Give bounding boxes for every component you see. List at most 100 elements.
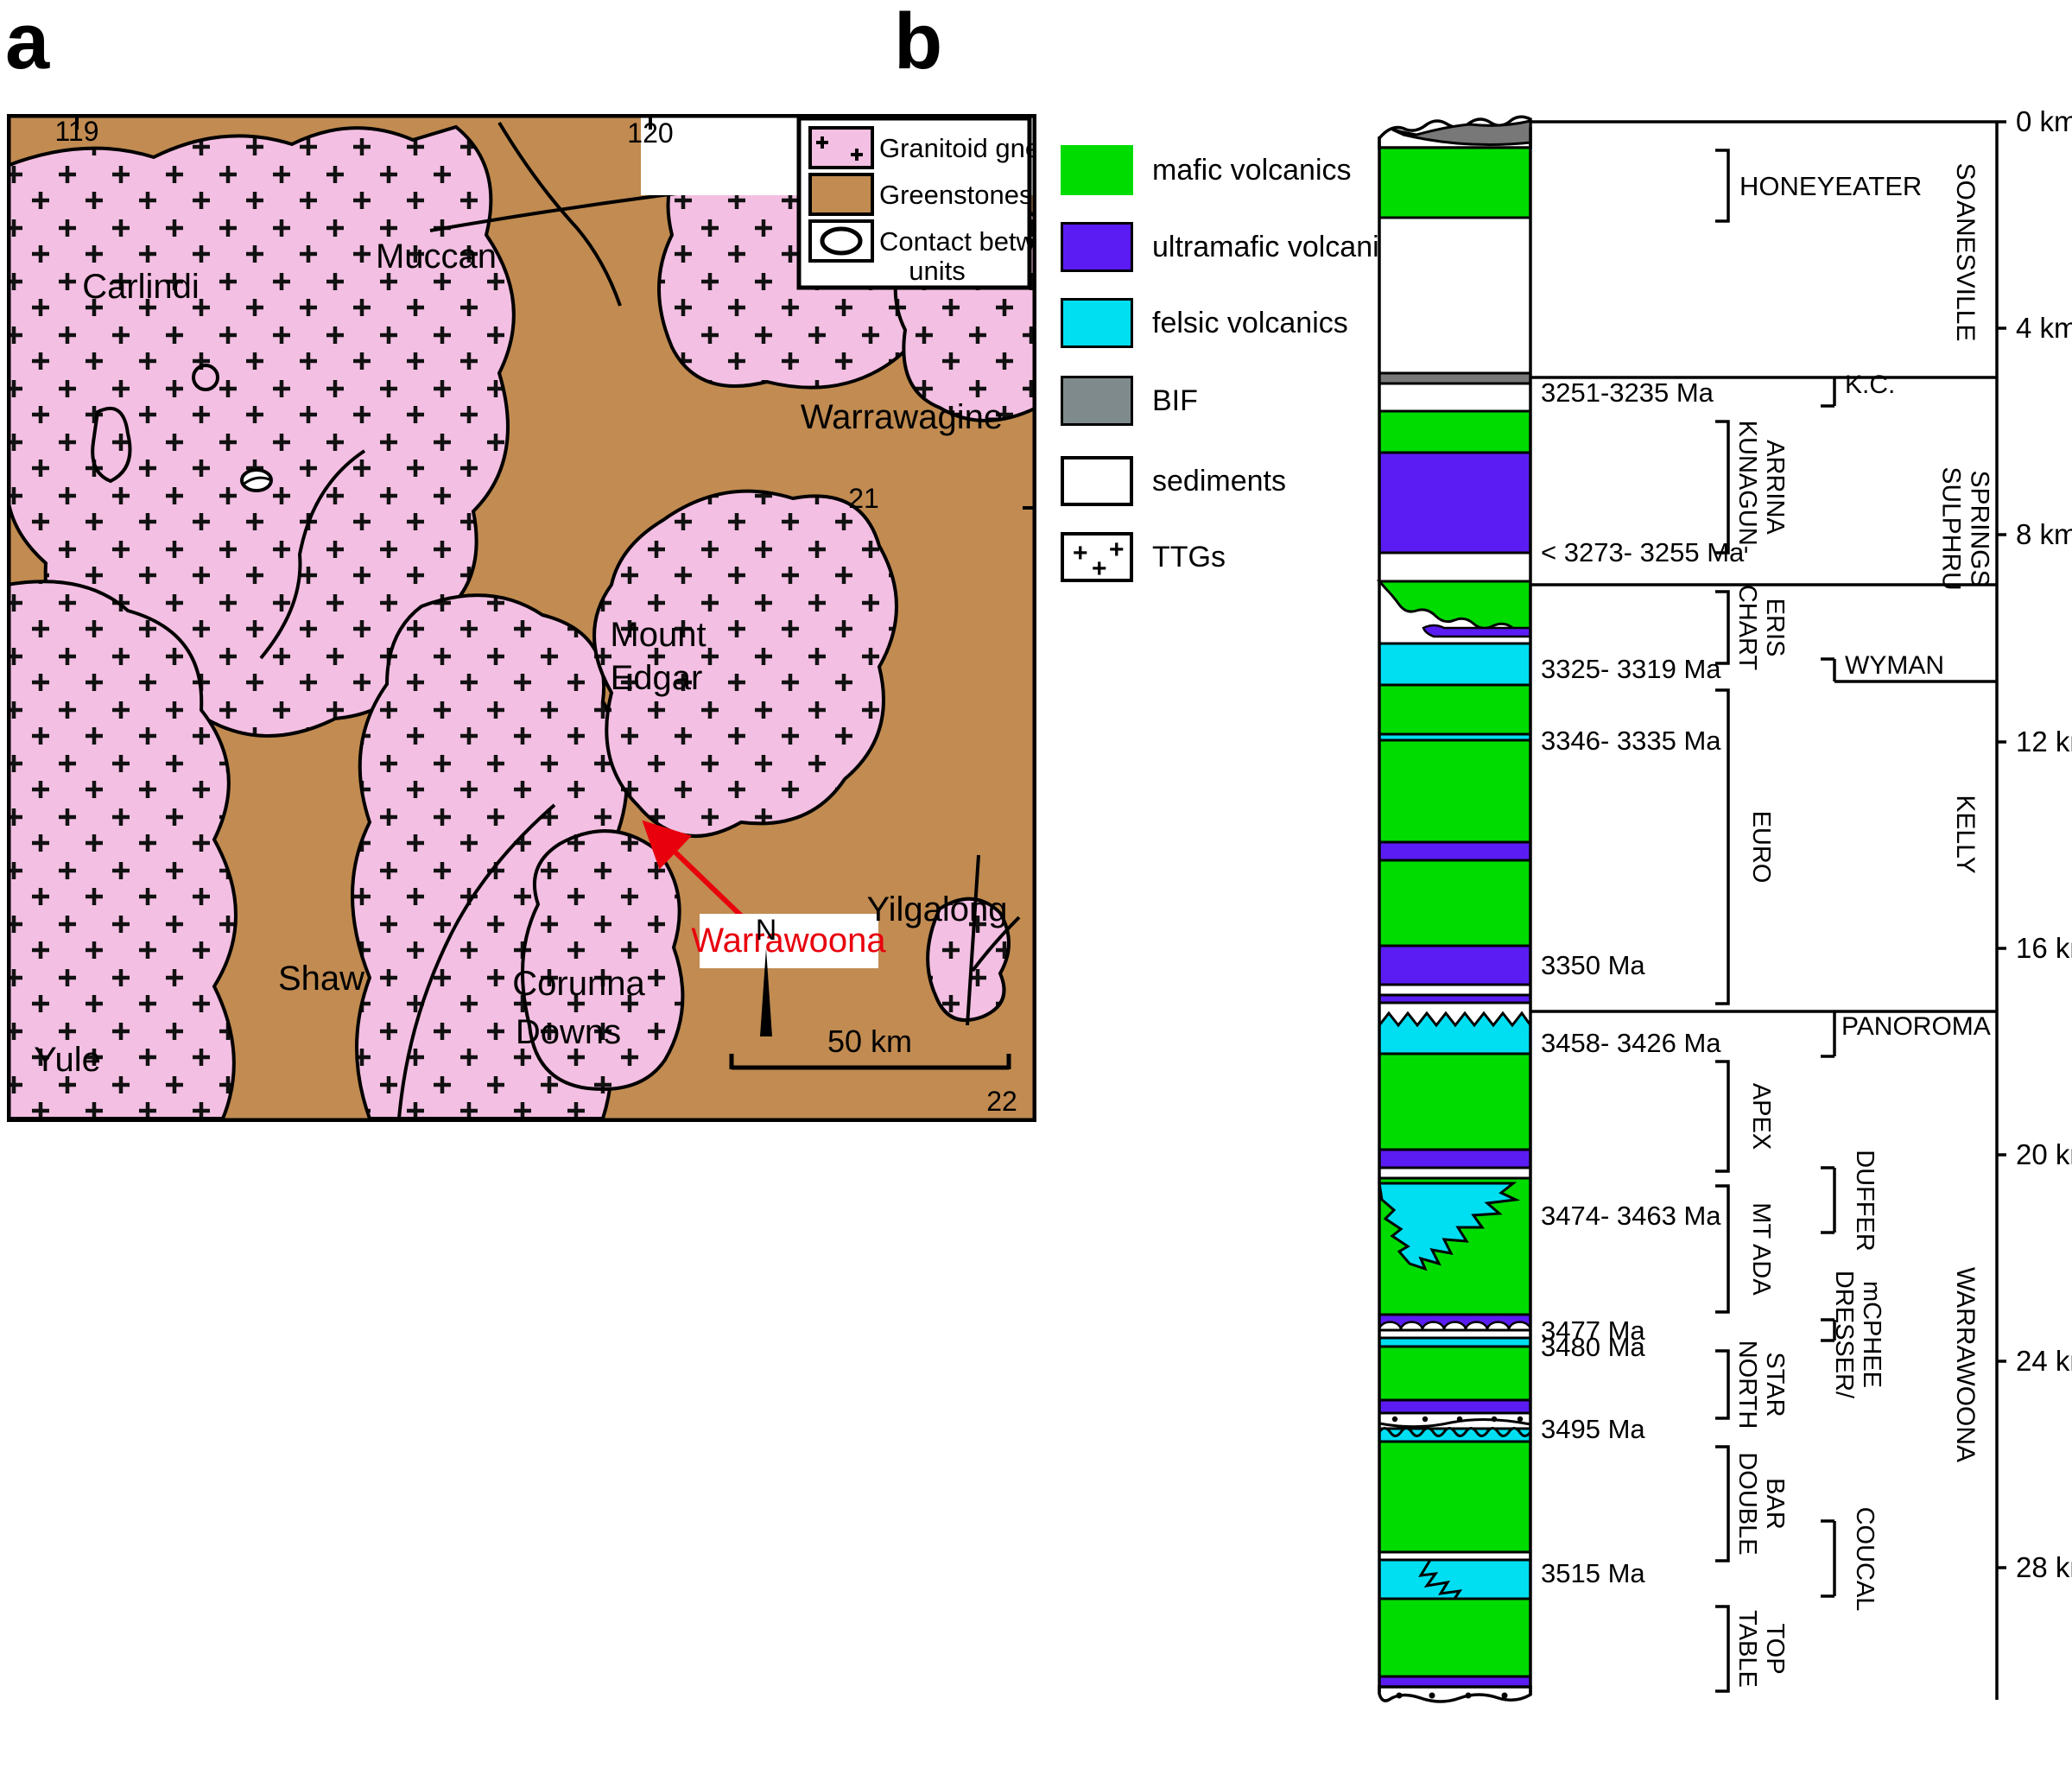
member-label: PANOROMA (1841, 1012, 1991, 1041)
map-tick-119: 119 (54, 116, 98, 147)
ruler-label: 0 km (2016, 108, 2072, 137)
group-label: KELLY (1951, 795, 1980, 873)
strat-layer (1378, 983, 1532, 997)
dome-yule (7, 580, 238, 1120)
strat-layer (1378, 1675, 1532, 1689)
formation-label: KUNAGUN- (1733, 421, 1761, 555)
stratigraphy-legend: mafic volcanics ultramafic volcanics felsi… (1061, 108, 1409, 799)
group-label: SOANESVILLE (1951, 163, 1980, 342)
map-label-carlindi: Carlindi (82, 268, 200, 306)
legend-label: ultramafic volcanics (1152, 230, 1409, 263)
ruler-label: 16 km (2016, 932, 2072, 964)
formation-label: HONEYEATER (1739, 171, 1922, 201)
strat-layer (1378, 1440, 1532, 1554)
dome-mount-edgar (592, 489, 898, 838)
age-label: 3477 Ma (1541, 1315, 1645, 1346)
strat-layer (1378, 1398, 1532, 1415)
member-bracket (1821, 1318, 1836, 1342)
map-label-mount-edgar-1: Mount (610, 616, 706, 654)
formation-bracket (1715, 1349, 1730, 1420)
member-label: DUFFER (1851, 1150, 1879, 1252)
legend-item-bif: BIF (1061, 376, 1198, 426)
formation-label: CHART (1733, 585, 1761, 671)
ruler-label: 12 km (2016, 726, 2072, 757)
strat-layer (1378, 409, 1532, 454)
legend-item-felsic: felsic volcanics (1061, 298, 1348, 348)
formation-label: BAR (1761, 1478, 1789, 1530)
formation-bracket (1715, 1060, 1730, 1173)
map-label-mount-edgar-2: Edgar (611, 659, 703, 697)
formation-label: APEX (1747, 1083, 1775, 1150)
formation-label: EURO (1747, 811, 1775, 884)
ruler-label: 8 km (2016, 518, 2072, 550)
group-label: SULPHRU (1937, 466, 1966, 590)
legend-item-ultramafic: ultramafic volcanics (1061, 222, 1409, 272)
formation-bracket (1715, 149, 1730, 223)
formation-label: TABLE (1733, 1610, 1761, 1688)
age-label: 3480 Ma (1541, 1332, 1645, 1362)
contact-symbol (240, 468, 273, 492)
legend-greenstone-label: Greenstones (879, 180, 1033, 210)
formation-bracket (1715, 1605, 1730, 1693)
map-tick-21: 21 (848, 483, 879, 514)
panel-label-a: a (5, 0, 50, 86)
member-bracket (1821, 1011, 1836, 1058)
sediments-swatch (1061, 456, 1133, 506)
formation-label: ARRINA (1761, 440, 1789, 535)
map-label-corunna-1: Corunna (512, 965, 645, 1003)
age-label: 3515 Ma (1541, 1558, 1645, 1588)
map-tick-120: 120 (627, 117, 673, 149)
strat-layer (1378, 1148, 1532, 1169)
legend-contact-label2: units (909, 256, 965, 286)
felsic-swatch (1061, 298, 1133, 348)
strat-layer (1378, 551, 1532, 583)
strat-layer (1378, 1345, 1532, 1402)
bif-swatch (1061, 376, 1133, 426)
ruler-label: 4 km (2016, 312, 2072, 344)
map-legend (796, 116, 1032, 290)
stratigraphic-column: 3251-3235 Ma < 3273- 3255 Ma 3325- 3319 Ma… (1376, 108, 2072, 1703)
dome-yilgalong (926, 897, 1011, 1022)
member-label: K.C. (1845, 371, 1895, 399)
warrawoona-annotation (642, 820, 878, 968)
ruler-label: 20 km (2016, 1138, 2072, 1170)
strat-layer (1378, 840, 1532, 862)
member-bracket (1821, 1519, 1836, 1598)
formation-label: STAR (1761, 1352, 1789, 1417)
map-frame (7, 114, 1036, 1122)
formation-bracket (1715, 688, 1730, 1005)
ruler-label: 28 km (2016, 1551, 2072, 1583)
formation-bracket (1715, 590, 1730, 665)
member-bracket (1821, 377, 1836, 408)
scale-bar-label: 50 km (827, 1024, 912, 1059)
legend-label: TTGs (1152, 540, 1226, 574)
strat-layer (1378, 859, 1532, 948)
age-label: 3474- 3463 Ma (1541, 1201, 1721, 1231)
legend-item-sediments: sediments (1061, 456, 1286, 506)
member-label: WYMAN (1845, 651, 1944, 680)
ttg-swatch: + + + (1061, 532, 1133, 582)
ruler-label: 24 km (2016, 1345, 2072, 1377)
strat-layer (1378, 382, 1532, 413)
map-label-yule: Yule (34, 1041, 101, 1079)
formation-label: NORTH (1733, 1341, 1761, 1429)
dome-small-west2 (192, 364, 219, 391)
formation-label: ERIS (1761, 599, 1789, 657)
age-label: < 3273- 3255 Ma (1541, 537, 1745, 567)
legend-label: BIF (1152, 383, 1198, 417)
map-label-yilgalong: Yilgalong (866, 890, 1007, 929)
strat-layer (1378, 371, 1532, 385)
map-label-shaw: Shaw (278, 960, 364, 998)
panel-label-b: b (894, 0, 943, 86)
strat-layer (1378, 146, 1532, 219)
strat-layer (1378, 1166, 1532, 1180)
map-label-corunna-2: Downs (516, 1013, 621, 1051)
mafic-swatch (1061, 145, 1133, 195)
age-label: 3346- 3335 Ma (1541, 726, 1721, 756)
age-label: 3325- 3319 Ma (1541, 654, 1721, 684)
age-label: 3495 Ma (1541, 1414, 1645, 1444)
age-label: 3458- 3426 Ma (1541, 1028, 1721, 1058)
strat-layer (1378, 944, 1532, 986)
group-label: SPRINGS (1966, 470, 1994, 586)
